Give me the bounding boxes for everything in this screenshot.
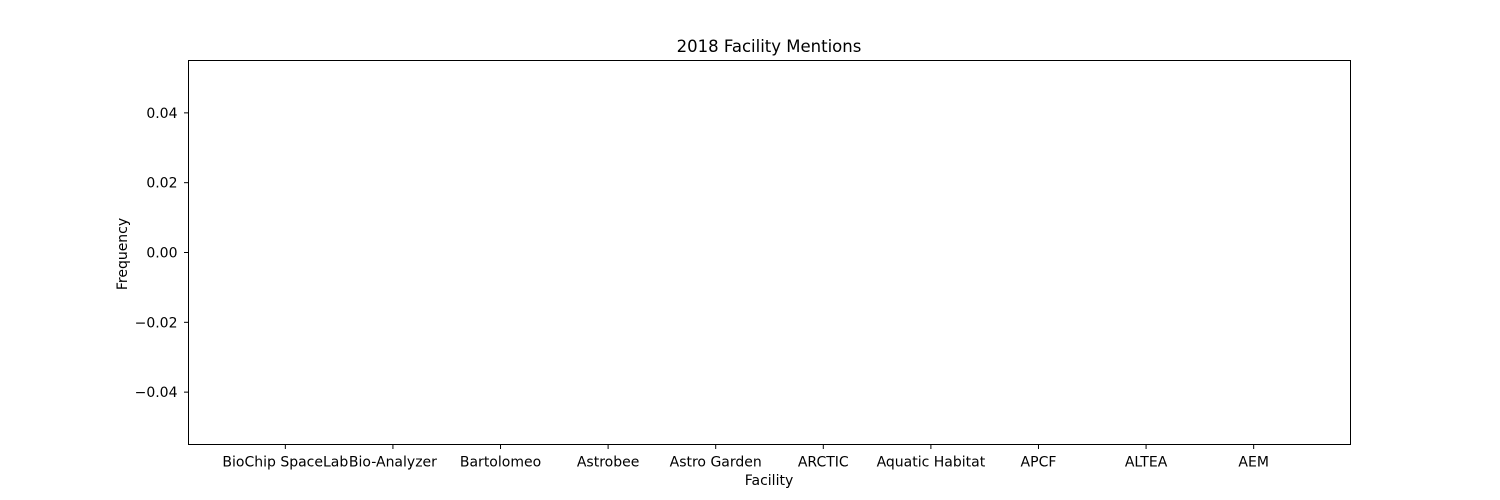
x-tick-label: ALTEA xyxy=(1125,455,1168,471)
y-tick-label: 0.02 xyxy=(146,176,177,192)
x-tick-label: Bio-Analyzer xyxy=(349,455,437,471)
y-axis: −0.04 −0.02 0.00 0.02 0.04 xyxy=(135,106,189,401)
x-tick-label: Aquatic Habitat xyxy=(877,455,986,471)
x-tick-label: Astro Garden xyxy=(670,455,762,471)
y-tick-label: 0.00 xyxy=(146,246,177,262)
x-tick-label: Bartolomeo xyxy=(460,455,541,471)
x-tick-label: Astrobee xyxy=(577,455,640,471)
x-tick-label: ARCTIC xyxy=(798,455,849,471)
y-tick-label: 0.04 xyxy=(146,106,177,122)
x-tick-label: AEM xyxy=(1238,455,1269,471)
y-tick-label: −0.04 xyxy=(135,385,178,401)
x-axis: BioChip SpaceLab Bio-Analyzer Bartolomeo As… xyxy=(222,444,1269,471)
chart-title: 2018 Facility Mentions xyxy=(677,37,862,56)
x-axis-label: Facility xyxy=(745,473,794,489)
x-tick-label: BioChip SpaceLab xyxy=(222,455,348,471)
y-axis-label: Frequency xyxy=(115,218,131,290)
y-tick-label: −0.02 xyxy=(135,315,178,331)
x-tick-label: APCF xyxy=(1021,455,1057,471)
